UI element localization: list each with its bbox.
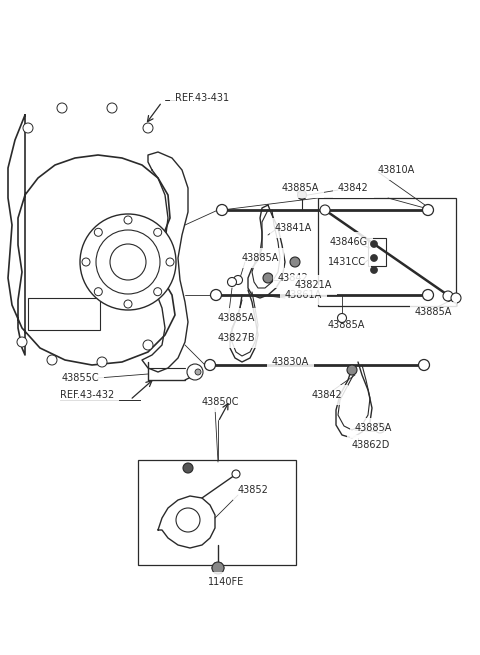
Circle shape — [143, 123, 153, 133]
Circle shape — [154, 229, 162, 236]
Circle shape — [371, 240, 377, 248]
Circle shape — [422, 290, 433, 301]
Circle shape — [451, 293, 461, 303]
Circle shape — [57, 103, 67, 113]
Circle shape — [337, 314, 347, 322]
Text: REF.43-432: REF.43-432 — [60, 390, 114, 400]
Text: 43885A: 43885A — [355, 423, 392, 433]
Circle shape — [94, 229, 102, 236]
Bar — [368, 238, 386, 266]
Text: 43841A: 43841A — [275, 223, 312, 233]
Circle shape — [212, 562, 224, 574]
Circle shape — [107, 103, 117, 113]
Circle shape — [419, 360, 430, 371]
Circle shape — [422, 204, 433, 215]
Circle shape — [47, 355, 57, 365]
Bar — [138, 460, 296, 565]
Text: 43885A: 43885A — [328, 320, 365, 330]
Circle shape — [183, 463, 193, 473]
Text: 43842: 43842 — [312, 390, 343, 400]
Circle shape — [23, 123, 33, 133]
Text: 43821A: 43821A — [295, 280, 332, 290]
Circle shape — [97, 357, 107, 367]
Text: 43830A: 43830A — [272, 357, 309, 367]
Text: 43852: 43852 — [238, 485, 269, 495]
Circle shape — [320, 205, 330, 215]
Circle shape — [443, 291, 453, 301]
Circle shape — [124, 300, 132, 308]
Text: 43850C: 43850C — [202, 397, 240, 407]
Circle shape — [204, 360, 216, 371]
Text: 43885A: 43885A — [242, 253, 279, 263]
Text: 43862D: 43862D — [352, 440, 390, 450]
Circle shape — [187, 364, 203, 380]
Circle shape — [232, 470, 240, 478]
Circle shape — [195, 369, 201, 375]
Circle shape — [124, 216, 132, 224]
Circle shape — [347, 365, 357, 375]
Circle shape — [110, 244, 146, 280]
Bar — [318, 198, 456, 306]
Text: REF.43-431: REF.43-431 — [175, 93, 229, 103]
Circle shape — [176, 508, 200, 532]
Circle shape — [290, 257, 300, 267]
Text: 43842: 43842 — [278, 273, 309, 283]
Circle shape — [154, 288, 162, 295]
Circle shape — [233, 276, 242, 284]
Text: 43885A: 43885A — [415, 307, 452, 317]
Bar — [28, 298, 100, 330]
Text: 43810A: 43810A — [378, 165, 415, 175]
Circle shape — [228, 278, 237, 286]
Circle shape — [211, 290, 221, 301]
Circle shape — [375, 423, 385, 433]
Circle shape — [371, 267, 377, 274]
Text: 43827B: 43827B — [218, 333, 256, 343]
Text: 43846G: 43846G — [330, 237, 368, 247]
Circle shape — [371, 255, 377, 261]
Text: 43885A: 43885A — [282, 183, 319, 193]
Circle shape — [94, 288, 102, 295]
Text: 43861A: 43861A — [285, 290, 322, 300]
Text: 43855C: 43855C — [62, 373, 100, 383]
Text: 43885A: 43885A — [218, 313, 255, 323]
Circle shape — [263, 273, 273, 283]
Circle shape — [82, 258, 90, 266]
Circle shape — [166, 258, 174, 266]
Circle shape — [216, 204, 228, 215]
Circle shape — [143, 340, 153, 350]
Circle shape — [80, 214, 176, 310]
Circle shape — [298, 191, 307, 200]
Text: 43842: 43842 — [338, 183, 369, 193]
Text: 1431CC: 1431CC — [328, 257, 366, 267]
Circle shape — [96, 230, 160, 294]
Circle shape — [17, 337, 27, 347]
Text: 1140FE: 1140FE — [208, 577, 244, 587]
